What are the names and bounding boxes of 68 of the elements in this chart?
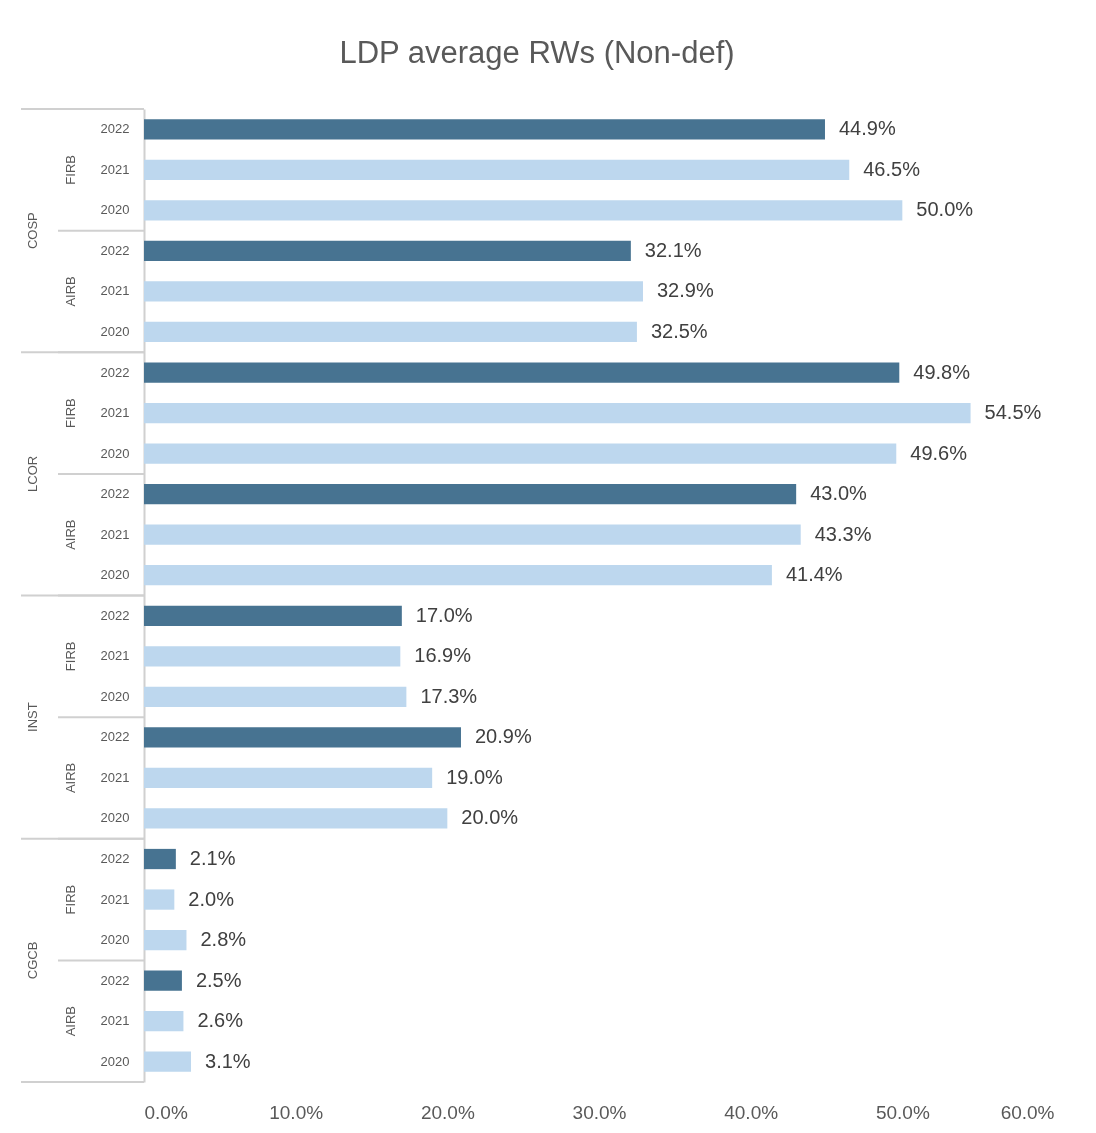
y-tick-label: 2022 <box>100 729 130 745</box>
y-tick-label: 2022 <box>100 486 130 502</box>
data-label: 44.9% <box>838 117 896 140</box>
y-tick-label: 2021 <box>100 161 130 177</box>
x-tick-label: 50.0% <box>875 1101 930 1123</box>
data-label: 32.9% <box>656 279 714 302</box>
y-tick-label: 2021 <box>100 891 130 907</box>
data-label: 49.6% <box>910 441 968 464</box>
text: AIRB <box>63 276 78 307</box>
text: CGCB <box>25 941 40 980</box>
x-tick-label: 60.0% <box>1000 1101 1055 1123</box>
y-tick-label: 2021 <box>100 769 130 785</box>
y-tick-label: 2022 <box>100 364 130 380</box>
data-label: 46.5% <box>863 157 921 180</box>
text: FIRB <box>63 884 78 915</box>
y-tick-label: 2020 <box>100 1053 130 1069</box>
data-label: 19.0% <box>446 765 504 788</box>
data-label: 41.4% <box>785 563 843 586</box>
text: FIRB <box>63 641 78 672</box>
data-label: 43.3% <box>814 522 872 545</box>
x-tick-label: 20.0% <box>420 1101 475 1123</box>
text: AIRB <box>63 1006 78 1037</box>
data-label: 2.6% <box>197 1009 244 1032</box>
text: LCOR <box>25 455 40 492</box>
data-label: 2.1% <box>189 847 236 870</box>
y-tick-label: 2020 <box>100 445 130 461</box>
text: FIRB <box>63 155 78 185</box>
y-tick-label: 2020 <box>100 202 130 218</box>
text: COSP <box>25 212 40 250</box>
data-label: 43.0% <box>810 482 868 505</box>
text: FIRB <box>63 398 78 428</box>
y-tick-label: 2020 <box>100 323 130 339</box>
data-label: 16.9% <box>414 644 472 667</box>
data-label: 50.0% <box>916 198 974 221</box>
y-tick-label: 2020 <box>100 688 130 704</box>
data-label: 20.0% <box>461 806 519 829</box>
data-label: 2.0% <box>188 887 235 910</box>
x-tick-label: 0.0% <box>144 1101 188 1123</box>
y-tick-label: 2022 <box>100 121 130 137</box>
y-tick-label: 2020 <box>100 932 130 948</box>
data-label: 2.8% <box>200 928 247 951</box>
data-label: 17.0% <box>415 603 473 626</box>
chart-title: LDP average RWs (Non-def) <box>339 35 735 70</box>
data-label: 32.1% <box>644 238 702 261</box>
y-tick-label: 2022 <box>100 607 130 623</box>
y-tick-label: 2022 <box>100 972 130 988</box>
x-tick-label: 30.0% <box>572 1101 627 1123</box>
text: AIRB <box>63 519 78 550</box>
text: AIRB <box>63 762 78 794</box>
data-label: 32.5% <box>650 319 708 342</box>
y-tick-label: 2021 <box>100 1013 130 1029</box>
data-label: 54.5% <box>984 401 1042 424</box>
data-label: 3.1% <box>205 1049 251 1072</box>
y-tick-label: 2020 <box>100 567 130 583</box>
y-tick-label: 2021 <box>100 648 130 664</box>
y-tick-label: 2021 <box>100 526 130 542</box>
text: INST <box>25 702 40 732</box>
y-tick-label: 2022 <box>100 851 130 867</box>
y-tick-label: 2021 <box>100 405 130 421</box>
data-label: 2.5% <box>195 968 242 991</box>
data-label: 17.3% <box>420 684 478 707</box>
y-tick-label: 2022 <box>100 242 130 258</box>
x-tick-label: 40.0% <box>724 1101 779 1123</box>
data-label: 20.9% <box>474 725 532 748</box>
data-label: 49.8% <box>913 360 971 383</box>
y-tick-label: 2020 <box>100 810 130 826</box>
x-tick-label: 10.0% <box>269 1101 324 1123</box>
y-tick-label: 2021 <box>100 283 130 299</box>
